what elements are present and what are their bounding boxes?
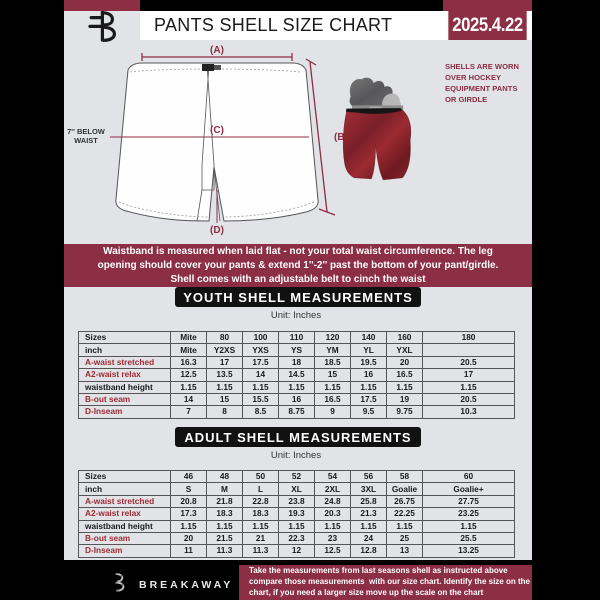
- svg-text:(D): (D): [210, 225, 224, 236]
- svg-text:7'' BELOW: 7'' BELOW: [67, 127, 106, 136]
- svg-text:(A): (A): [210, 45, 224, 56]
- svg-text:WAIST: WAIST: [74, 136, 98, 145]
